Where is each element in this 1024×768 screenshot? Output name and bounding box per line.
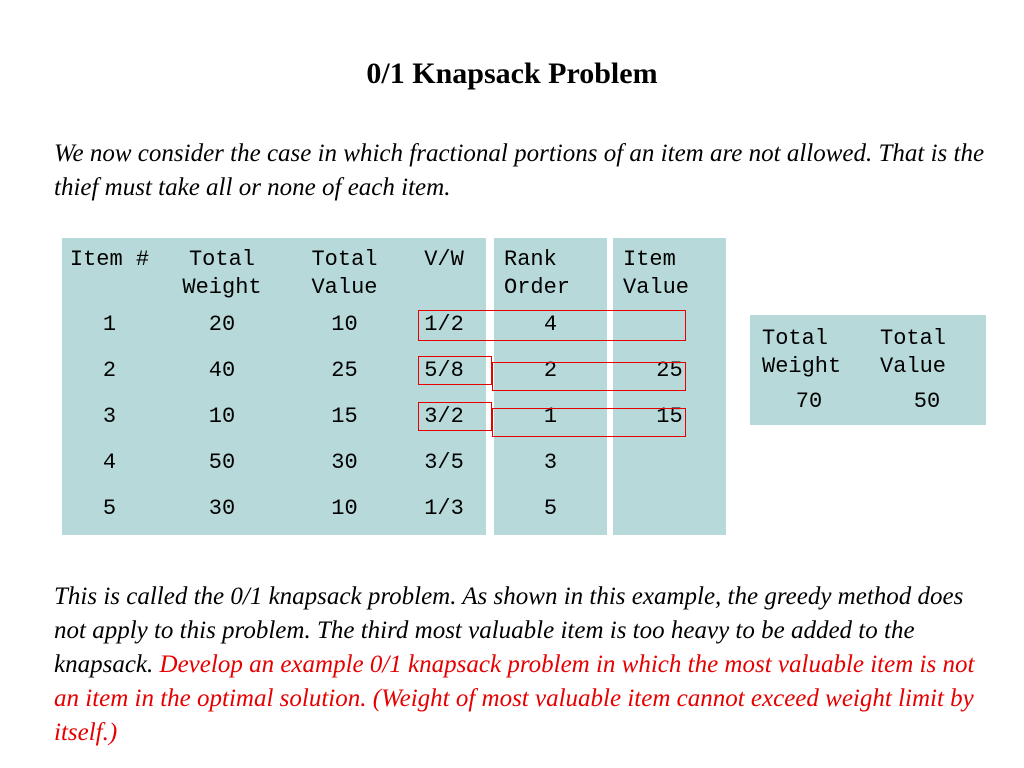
col-header-rank-line2: Order bbox=[504, 275, 571, 300]
totals-summary-panel: Total Weight 70 Total Value 50 bbox=[750, 315, 986, 425]
items-table: Item # Total Total V/W Weight Value 1 20… bbox=[62, 238, 486, 532]
summary-value-header-line2: Value bbox=[880, 354, 947, 379]
closing-paragraph: This is called the 0/1 knapsack problem.… bbox=[54, 580, 989, 750]
cell-total-weight: 40 bbox=[208, 358, 236, 383]
cell-rank: 4 bbox=[543, 312, 558, 337]
cell-rank: 2 bbox=[543, 358, 558, 383]
summary-weight-header-line1: Total bbox=[762, 326, 829, 351]
cell-item-number: 2 bbox=[102, 358, 117, 383]
slide-title: 0/1 Knapsack Problem bbox=[366, 57, 658, 90]
cell-vw-ratio: 1/2 bbox=[424, 312, 464, 337]
cell-rank: 3 bbox=[543, 450, 558, 475]
cell-rank: 1 bbox=[543, 404, 558, 429]
cell-total-weight: 10 bbox=[208, 404, 236, 429]
rank-order-panel: Rank Order 4 2 1 3 5 bbox=[494, 238, 607, 535]
closing-text-red: Develop an example 0/1 knapsack problem … bbox=[54, 651, 975, 746]
cell-total-weight: 30 bbox=[208, 496, 236, 521]
closing-text-black: This is called the 0/1 knapsack problem.… bbox=[54, 583, 964, 678]
cell-total-value: 15 bbox=[331, 404, 358, 429]
col-header-vw: V/W bbox=[424, 247, 464, 272]
col-header-total-value-line1: Total bbox=[311, 247, 378, 272]
col-header-total-value-line2: Value bbox=[311, 275, 378, 300]
col-header-item: Item # bbox=[69, 247, 150, 272]
summary-weight-header-line2: Weight bbox=[762, 354, 842, 379]
summary-total-value: 50 bbox=[913, 389, 941, 414]
col-header-item-value-line1: Item bbox=[623, 247, 676, 272]
col-header-item-spacer bbox=[62, 274, 157, 302]
cell-item-number: 5 bbox=[102, 496, 117, 521]
summary-value-column: Total Value 50 bbox=[868, 325, 986, 425]
col-header-rank-line1: Rank bbox=[504, 247, 557, 272]
cell-total-value: 30 bbox=[331, 450, 358, 475]
highlight-box-row3-vw bbox=[418, 402, 492, 431]
col-header-total-weight-line2: Weight bbox=[182, 275, 262, 300]
cell-total-value: 10 bbox=[331, 312, 358, 337]
cell-total-weight: 50 bbox=[208, 450, 236, 475]
cell-total-weight: 20 bbox=[208, 312, 236, 337]
rank-order-table: Rank Order 4 2 1 3 5 bbox=[494, 238, 607, 532]
item-value-panel: Item Value 25 15 bbox=[613, 238, 726, 535]
col-header-vw-spacer bbox=[402, 274, 486, 302]
highlight-box-row3-rank-value bbox=[492, 408, 686, 437]
cell-total-value: 25 bbox=[331, 358, 358, 383]
item-value-table: Item Value 25 15 bbox=[613, 238, 726, 532]
cell-vw-ratio: 3/2 bbox=[424, 404, 464, 429]
cell-vw-ratio: 3/5 bbox=[424, 450, 464, 475]
items-table-panel: Item # Total Total V/W Weight Value 1 20… bbox=[62, 238, 486, 535]
cell-rank: 5 bbox=[543, 496, 558, 521]
summary-weight-column: Total Weight 70 bbox=[750, 325, 868, 425]
summary-value-header-line1: Total bbox=[880, 326, 947, 351]
cell-vw-ratio: 5/8 bbox=[424, 358, 464, 383]
cell-total-value: 10 bbox=[331, 496, 358, 521]
highlight-box-row2-vw bbox=[418, 356, 492, 385]
cell-item-number: 4 bbox=[102, 450, 117, 475]
cell-item-number: 3 bbox=[102, 404, 117, 429]
cell-item-value bbox=[613, 486, 726, 532]
highlight-box-row2-rank-value bbox=[492, 362, 686, 391]
col-header-item-value-line2: Value bbox=[623, 275, 690, 300]
highlight-box-row1 bbox=[418, 310, 686, 341]
cell-vw-ratio: 1/3 bbox=[424, 496, 464, 521]
intro-paragraph: We now consider the case in which fracti… bbox=[54, 140, 985, 201]
summary-total-weight: 70 bbox=[795, 389, 823, 414]
cell-item-value bbox=[613, 440, 726, 486]
col-header-total-weight-line1: Total bbox=[188, 247, 255, 272]
cell-item-number: 1 bbox=[102, 312, 117, 337]
